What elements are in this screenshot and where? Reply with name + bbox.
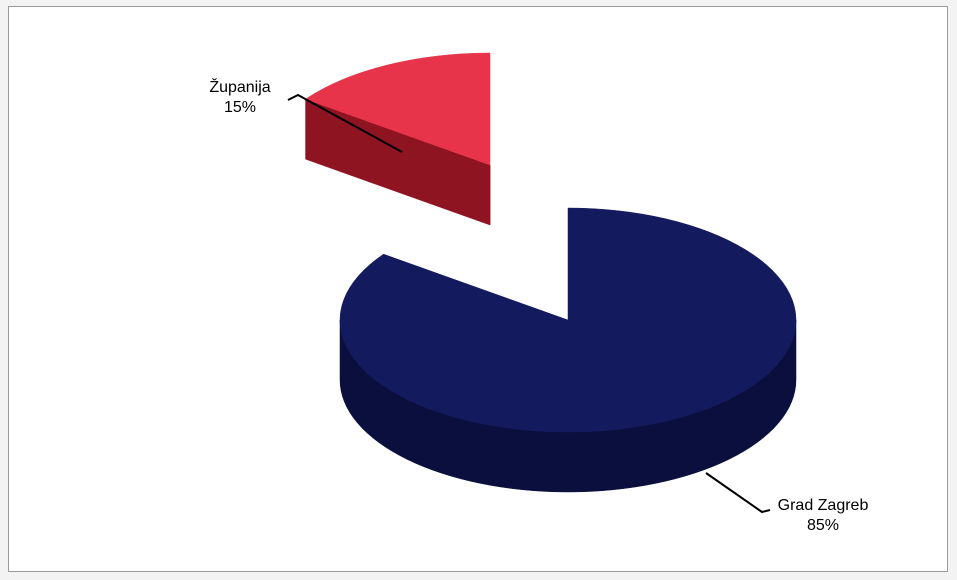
slice-category-label: Županija	[209, 77, 270, 96]
slice-value-label: 15%	[224, 99, 256, 116]
pie-slices	[304, 52, 797, 493]
slice-labels: Županija 15% Grad Zagreb 85%	[209, 77, 868, 534]
leader-line	[287, 93, 403, 153]
slice-top-face	[339, 207, 797, 433]
slice-value-label: 85%	[807, 517, 839, 534]
slice-category-label: Grad Zagreb	[778, 497, 869, 514]
slice-top-face	[304, 52, 491, 166]
leader-line	[705, 472, 771, 514]
pie-slice-1	[339, 207, 797, 493]
pie-slice-0	[304, 52, 491, 226]
